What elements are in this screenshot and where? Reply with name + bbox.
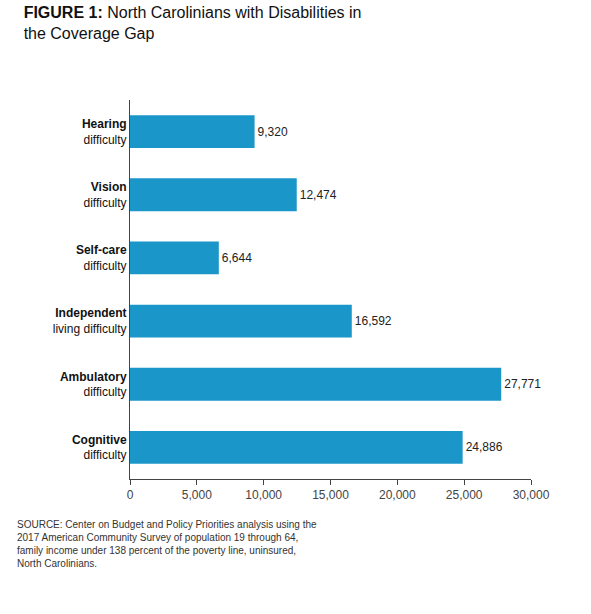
svg-text:FIGURE 1: North Carolinians wi: FIGURE 1: North Carolinians with Disabil…	[24, 4, 362, 42]
svg-text:27,771: 27,771	[504, 377, 541, 391]
svg-text:SOURCE: Center on Budget and P: SOURCE: Center on Budget and Policy Prio…	[17, 519, 317, 569]
svg-text:16,592: 16,592	[355, 314, 392, 328]
svg-text:25,000: 25,000	[446, 488, 483, 502]
svg-text:Visiondifficulty: Visiondifficulty	[83, 180, 126, 210]
svg-text:30,000: 30,000	[513, 488, 550, 502]
svg-text:Self-caredifficulty: Self-caredifficulty	[76, 243, 127, 273]
svg-text:15,000: 15,000	[312, 488, 349, 502]
svg-text:24,886: 24,886	[466, 440, 503, 454]
svg-text:10,000: 10,000	[245, 488, 282, 502]
svg-text:5,000: 5,000	[182, 488, 212, 502]
svg-text:Ambulatorydifficulty: Ambulatorydifficulty	[60, 370, 127, 400]
svg-text:0: 0	[127, 488, 134, 502]
svg-text:20,000: 20,000	[379, 488, 416, 502]
svg-text:6,644: 6,644	[222, 251, 252, 265]
svg-text:Cognitivedifficulty: Cognitivedifficulty	[72, 433, 127, 463]
svg-text:Independentliving difficulty: Independentliving difficulty	[53, 306, 127, 336]
svg-text:9,320: 9,320	[258, 125, 288, 139]
svg-text:12,474: 12,474	[300, 188, 337, 202]
svg-text:Hearingdifficulty: Hearingdifficulty	[82, 117, 127, 147]
